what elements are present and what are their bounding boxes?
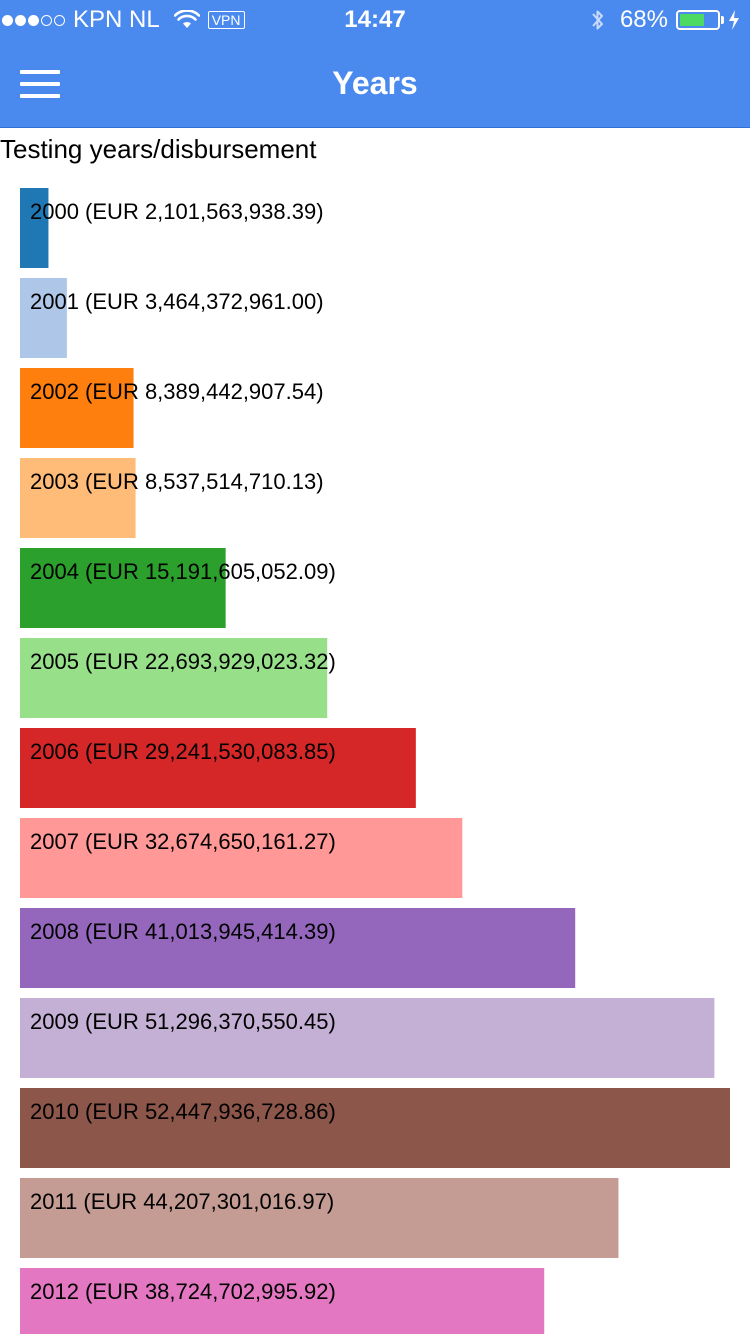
battery-percent: 68% (619, 6, 668, 33)
signal-dot (41, 14, 52, 26)
signal-dot (15, 14, 26, 26)
charging-bolt-icon (729, 10, 739, 30)
bar-2000 (20, 188, 49, 268)
hamburger-menu-icon[interactable] (20, 68, 60, 100)
bar-label-2002: 2002 (EUR 8,389,442,907.54) (30, 379, 324, 404)
bar-label-2007: 2007 (EUR 32,674,650,161.27) (30, 829, 336, 854)
bar-2006 (20, 728, 416, 808)
battery-level-fill (680, 14, 705, 26)
bar-2002 (20, 368, 134, 448)
battery-tip (721, 16, 724, 24)
bar-2012 (20, 1268, 545, 1334)
bar-label-2004: 2004 (EUR 15,191,605,052.09) (30, 559, 336, 584)
bar-label-2012: 2012 (EUR 38,724,702,995.92) (30, 1279, 336, 1304)
status-right: 68% (590, 6, 740, 34)
status-left: KPN NL VPN (0, 6, 245, 34)
bar-label-2010: 2010 (EUR 52,447,936,728.86) (30, 1099, 336, 1124)
carrier-name: KPN NL (73, 6, 160, 33)
page-title: Years (332, 65, 418, 101)
bar-2010 (20, 1088, 730, 1168)
bar-label-2006: 2006 (EUR 29,241,530,083.85) (30, 739, 336, 764)
bar-2011 (20, 1178, 619, 1258)
vpn-badge: VPN (207, 11, 245, 29)
bar-label-2009: 2009 (EUR 51,296,370,550.45) (30, 1009, 336, 1034)
bar-2003 (20, 458, 136, 538)
bar-label-2000: 2000 (EUR 2,101,563,938.39) (30, 199, 324, 224)
bar-2007 (20, 818, 463, 898)
bluetooth-icon (592, 10, 603, 30)
status-bar: KPN NL VPN 14:47 68% (0, 0, 750, 40)
bar-2009 (20, 998, 715, 1078)
signal-strength-icon (2, 14, 67, 26)
bar-2001 (20, 278, 67, 358)
signal-dot (54, 14, 65, 26)
bar-2005 (20, 638, 328, 718)
bar-label-2011: 2011 (EUR 44,207,301,016.97) (30, 1189, 334, 1214)
signal-dot (2, 14, 13, 26)
bar-label-2003: 2003 (EUR 8,537,514,710.13) (30, 469, 324, 494)
bar-label-2008: 2008 (EUR 41,013,945,414.39) (30, 919, 336, 944)
wifi-icon (173, 10, 200, 28)
navigation-bar: Years (0, 40, 750, 128)
chart-title: Testing years/disbursement (0, 134, 317, 164)
bar-2008 (20, 908, 576, 988)
bar-label-2001: 2001 (EUR 3,464,372,961.00) (30, 289, 324, 314)
bar-2004 (20, 548, 226, 628)
signal-dot (28, 14, 39, 26)
battery-icon (676, 10, 720, 30)
status-time: 14:47 (344, 6, 406, 33)
bar-label-2005: 2005 (EUR 22,693,929,023.32) (30, 649, 336, 674)
